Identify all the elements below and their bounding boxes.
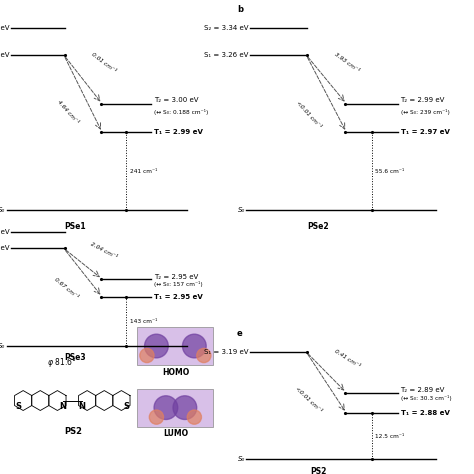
Circle shape — [145, 334, 168, 358]
Text: T₂ = 2.89 eV: T₂ = 2.89 eV — [401, 387, 445, 393]
Text: b: b — [237, 5, 243, 14]
Text: S₂ = 3.11 eV: S₂ = 3.11 eV — [0, 229, 9, 235]
FancyBboxPatch shape — [137, 389, 213, 427]
Text: (↔ S₀: 157 cm⁻¹): (↔ S₀: 157 cm⁻¹) — [154, 281, 202, 287]
Text: S₂ = 3.34 eV: S₂ = 3.34 eV — [204, 26, 249, 31]
Circle shape — [182, 334, 206, 358]
Text: PSe1: PSe1 — [65, 222, 86, 231]
Text: 2.04 cm⁻¹: 2.04 cm⁻¹ — [90, 241, 118, 260]
Text: T₁ = 2.99 eV: T₁ = 2.99 eV — [154, 129, 202, 136]
Text: S₀: S₀ — [0, 343, 6, 349]
Text: LUMO: LUMO — [163, 429, 188, 438]
Text: S₁ = 3.33 eV: S₁ = 3.33 eV — [0, 52, 9, 58]
Circle shape — [187, 410, 201, 424]
Text: T₁ = 2.97 eV: T₁ = 2.97 eV — [401, 129, 449, 136]
Text: N: N — [59, 402, 66, 410]
Text: S₀: S₀ — [238, 456, 245, 463]
Text: T₁ = 2.88 eV: T₁ = 2.88 eV — [401, 410, 449, 416]
Text: PS2: PS2 — [310, 467, 327, 474]
Text: (↔ S₀: 0.188 cm⁻¹): (↔ S₀: 0.188 cm⁻¹) — [154, 109, 208, 115]
Text: 3.93 cm⁻¹: 3.93 cm⁻¹ — [334, 52, 360, 73]
Text: PSe3: PSe3 — [65, 353, 86, 362]
Text: N: N — [79, 402, 85, 410]
Text: S: S — [15, 402, 21, 410]
Circle shape — [173, 396, 197, 419]
Text: 0.41 cm⁻¹: 0.41 cm⁻¹ — [334, 348, 361, 369]
Text: T₂ = 2.95 eV: T₂ = 2.95 eV — [154, 273, 198, 280]
Text: $\varphi$ 81.6°: $\varphi$ 81.6° — [47, 356, 76, 369]
Text: S₁ = 3.26 eV: S₁ = 3.26 eV — [204, 52, 249, 58]
Text: 55.6 cm⁻¹: 55.6 cm⁻¹ — [375, 169, 405, 173]
Text: 0.01 cm⁻¹: 0.01 cm⁻¹ — [90, 51, 117, 73]
Text: 241 cm⁻¹: 241 cm⁻¹ — [130, 169, 157, 173]
Text: S₁ = 3.10 eV: S₁ = 3.10 eV — [0, 246, 9, 251]
Text: S₀: S₀ — [0, 207, 6, 213]
Text: 143 cm⁻¹: 143 cm⁻¹ — [130, 319, 157, 324]
Text: 12.5 cm⁻¹: 12.5 cm⁻¹ — [375, 434, 405, 439]
Text: PS2: PS2 — [64, 427, 82, 436]
Text: <0.01 cm⁻¹: <0.01 cm⁻¹ — [296, 100, 322, 129]
Text: S: S — [124, 402, 129, 410]
Text: S₀: S₀ — [238, 207, 245, 213]
Text: e: e — [237, 329, 243, 338]
Text: (↔ S₀: 239 cm⁻¹): (↔ S₀: 239 cm⁻¹) — [401, 109, 449, 115]
Text: T₁ = 2.95 eV: T₁ = 2.95 eV — [154, 294, 202, 300]
Circle shape — [154, 396, 178, 419]
Text: S₁ = 3.19 eV: S₁ = 3.19 eV — [204, 349, 249, 355]
Text: S₂ = 3.34 eV: S₂ = 3.34 eV — [0, 26, 9, 31]
Circle shape — [197, 348, 211, 363]
Circle shape — [149, 410, 164, 424]
Text: 4.64 cm⁻¹: 4.64 cm⁻¹ — [56, 100, 79, 125]
FancyBboxPatch shape — [137, 327, 213, 365]
Text: 0.67 cm⁻¹: 0.67 cm⁻¹ — [54, 276, 79, 300]
Text: <0.01 cm⁻¹: <0.01 cm⁻¹ — [294, 386, 322, 414]
Text: T₂ = 2.99 eV: T₂ = 2.99 eV — [401, 97, 445, 103]
Text: HOMO: HOMO — [162, 368, 189, 376]
Text: (↔ S₀: 30.3 cm⁻¹): (↔ S₀: 30.3 cm⁻¹) — [401, 395, 451, 401]
Text: PSe2: PSe2 — [308, 222, 329, 231]
Text: T₂ = 3.00 eV: T₂ = 3.00 eV — [154, 97, 198, 103]
Circle shape — [140, 348, 154, 363]
